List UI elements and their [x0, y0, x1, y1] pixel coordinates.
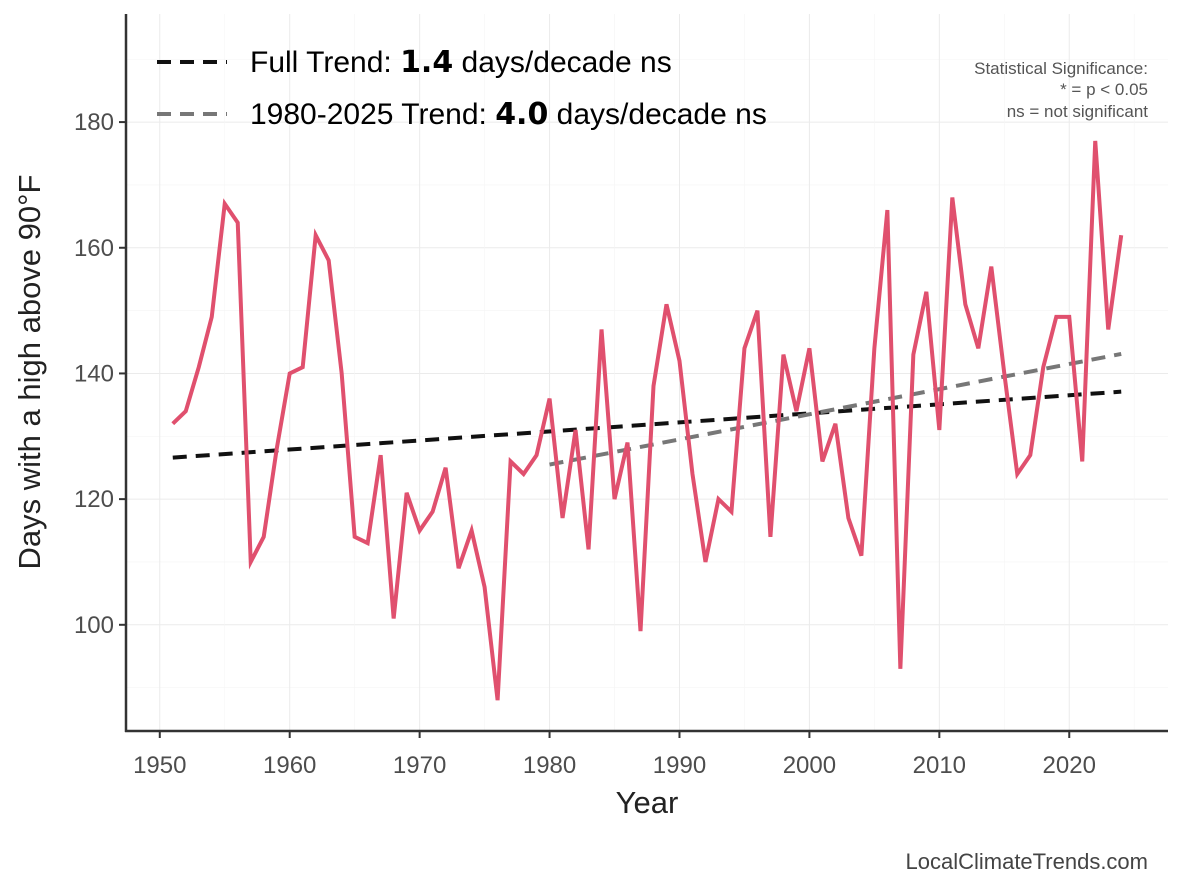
recent-trend-line [549, 351, 1122, 467]
series-line [171, 140, 1124, 701]
x-tick-label: 1970 [393, 752, 446, 779]
y-axis-title: Days with a high above 90°F [12, 175, 47, 570]
significance-title: Statistical Significance: [974, 59, 1148, 78]
source-credit: LocalClimateTrends.com [906, 849, 1149, 874]
legend-label-full-trend: Full Trend: 1.4 days/decade ns [250, 45, 672, 80]
x-axis-title: Year [616, 785, 679, 820]
legend-label-recent-trend: 1980-2025 Trend: 4.0 days/decade ns [250, 97, 767, 132]
trend-lines [172, 351, 1122, 467]
significance-line-1: * = p < 0.05 [1060, 80, 1148, 99]
x-tick-label: 1990 [653, 752, 706, 779]
significance-note: Statistical Significance: * = p < 0.05 n… [974, 59, 1148, 121]
legend: Full Trend: 1.4 days/decade ns 1980-2025… [157, 45, 767, 132]
y-tick-label: 100 [74, 612, 114, 639]
x-tick-label: 1960 [263, 752, 316, 779]
x-tick-label: 1950 [133, 752, 186, 779]
x-tick-label: 2000 [783, 752, 836, 779]
data-series [171, 140, 1124, 701]
full-trend-line [172, 389, 1122, 460]
x-tick-label: 1980 [523, 752, 576, 779]
significance-line-2: ns = not significant [1007, 102, 1149, 121]
y-tick-label: 120 [74, 486, 114, 513]
x-ticks: 1950 1960 1970 1980 1990 2000 2010 2020 [133, 731, 1096, 779]
x-tick-label: 2020 [1043, 752, 1096, 779]
x-tick-label: 2010 [913, 752, 966, 779]
y-ticks: 100 120 140 160 180 [74, 109, 126, 639]
y-tick-label: 140 [74, 360, 114, 387]
y-tick-label: 180 [74, 109, 114, 136]
y-tick-label: 160 [74, 235, 114, 262]
